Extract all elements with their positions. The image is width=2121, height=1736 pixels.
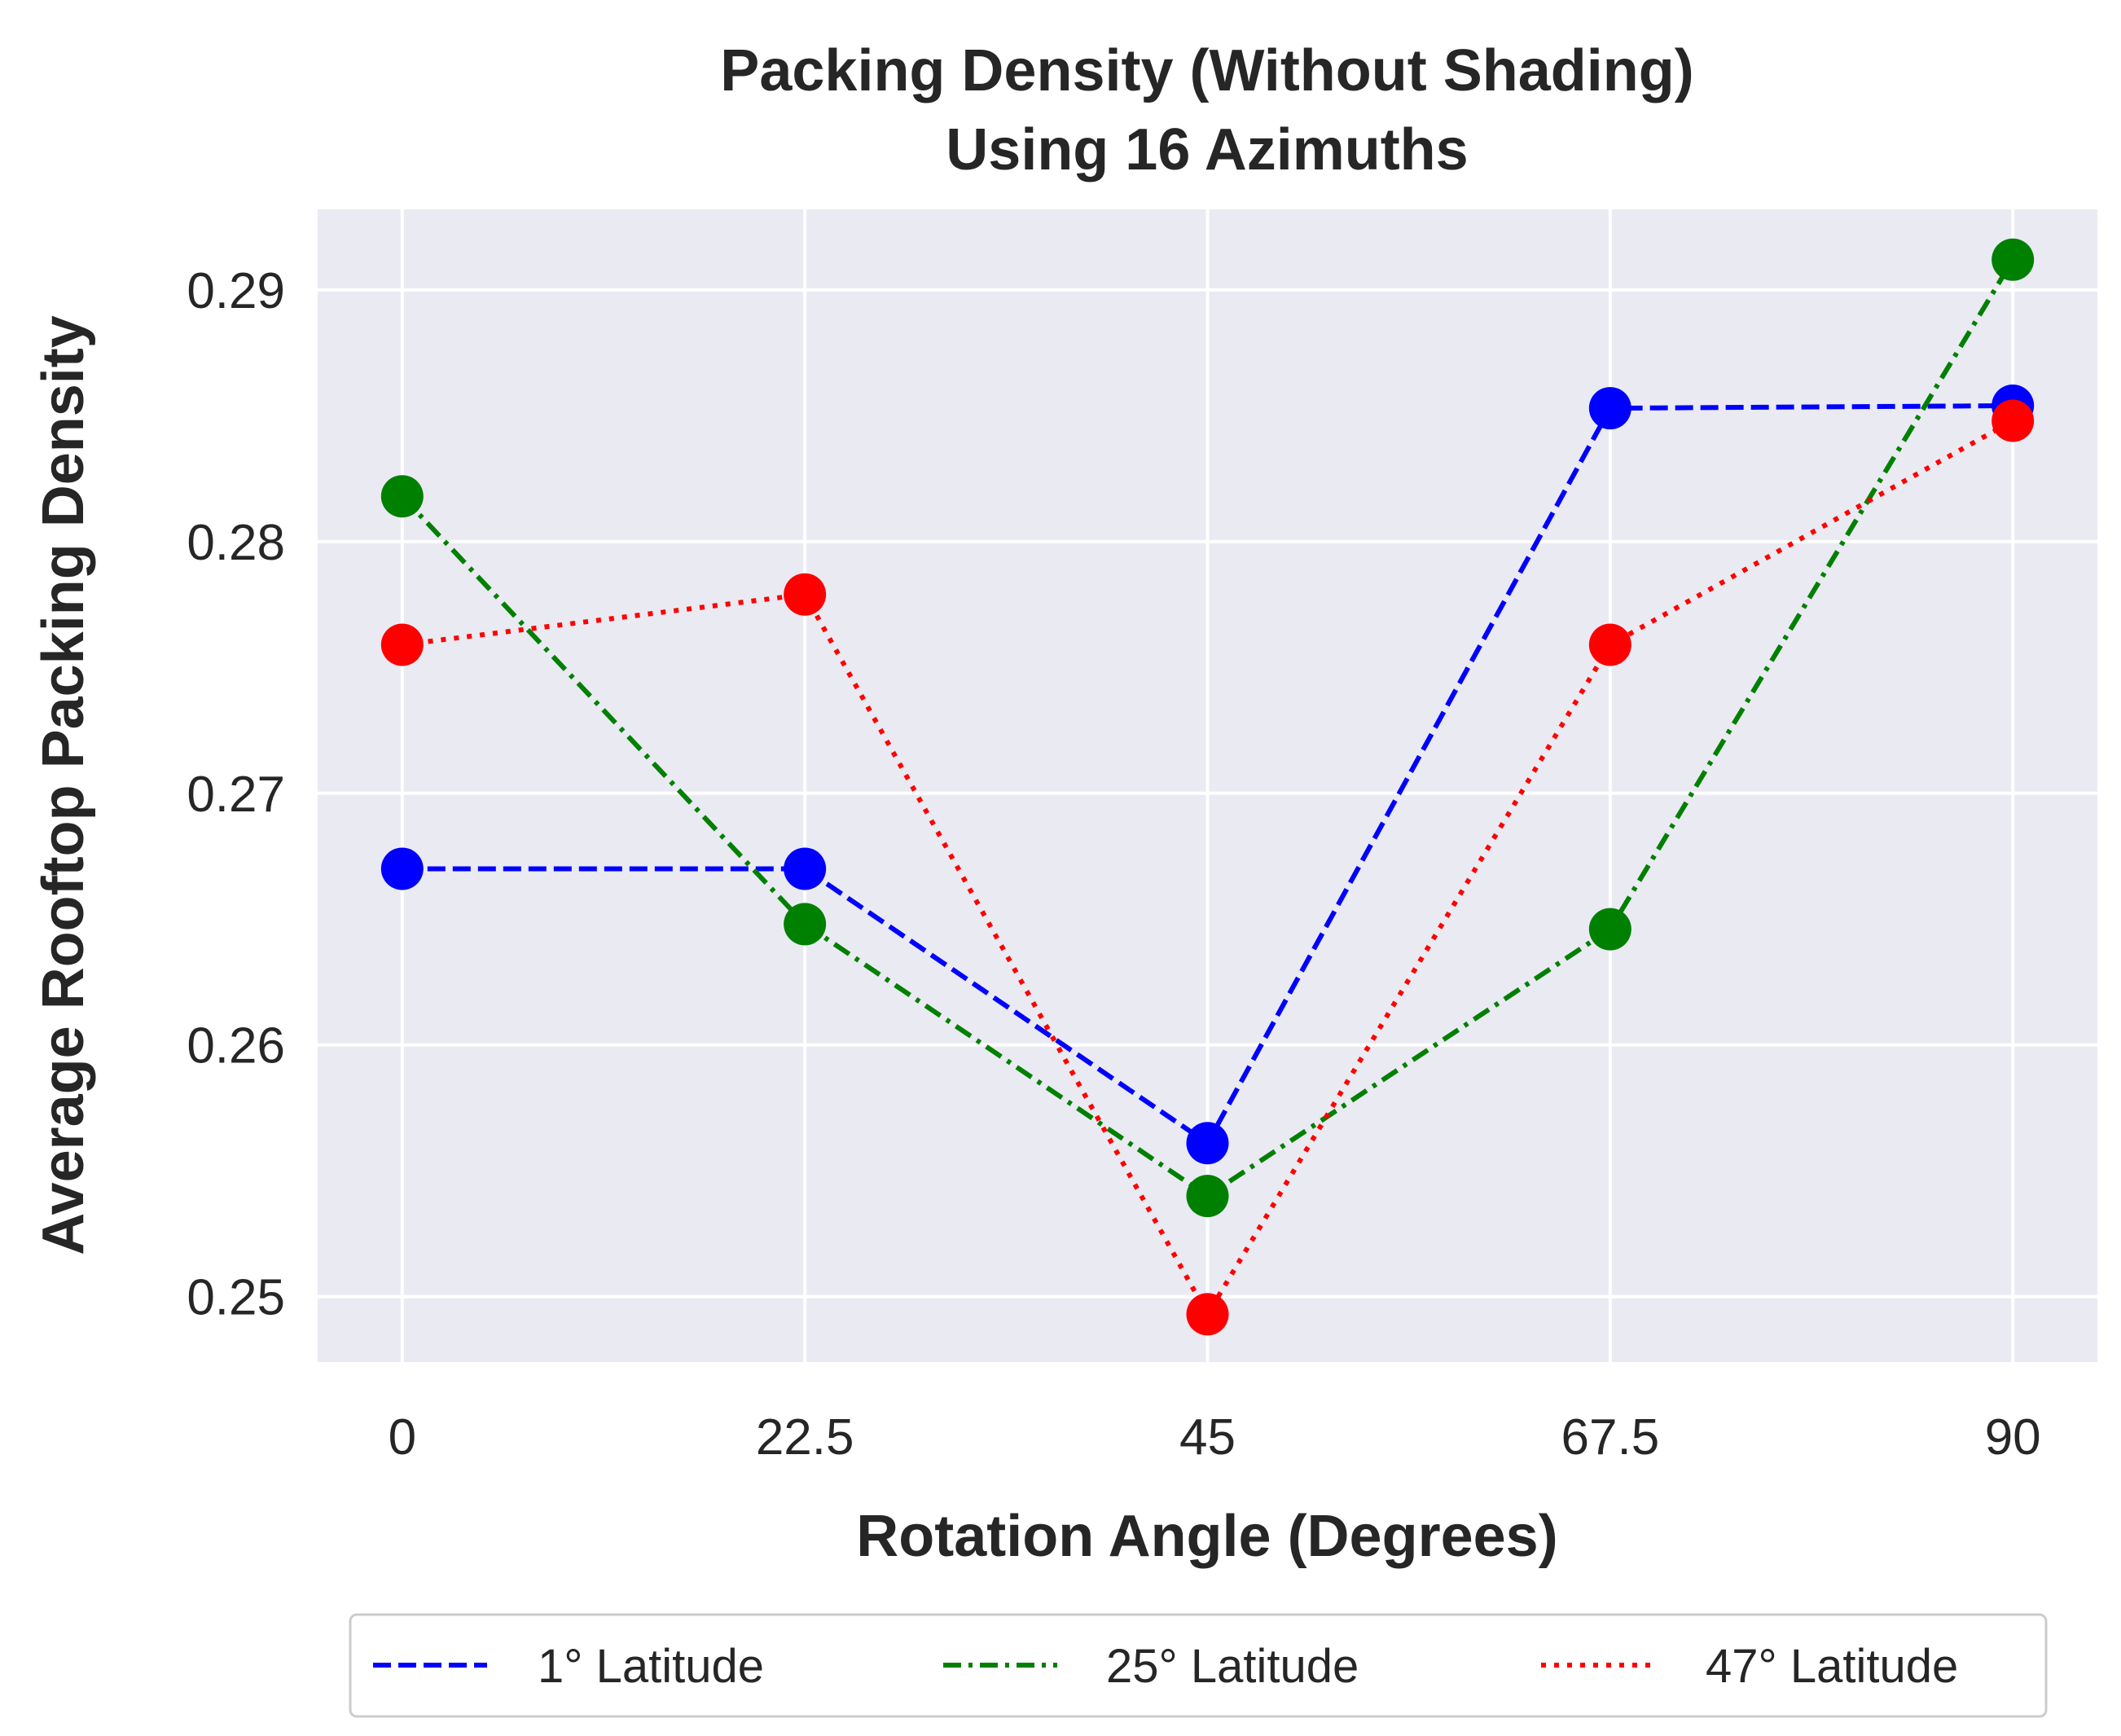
y-tick-label-0-29: 0.29 bbox=[187, 263, 285, 319]
x-axis-label: Rotation Angle (Degrees) bbox=[856, 1504, 1557, 1569]
data-point-25-latitude-45 bbox=[1186, 1175, 1229, 1218]
data-point-25-latitude-90 bbox=[1991, 238, 2035, 281]
legend-label-1deg: 1° Latitude bbox=[538, 1640, 764, 1693]
data-point-25-latitude-67-5 bbox=[1588, 908, 1631, 951]
data-point-1-latitude-22-5 bbox=[784, 847, 827, 890]
legend: 1° Latitude 25° Latitude 47° Latitude bbox=[349, 1613, 2048, 1718]
x-tick-label-67-5: 67.5 bbox=[1561, 1409, 1660, 1466]
y-tick-label-0-27: 0.27 bbox=[187, 767, 285, 823]
data-point-47-latitude-0 bbox=[380, 623, 424, 666]
x-tick-label-0: 0 bbox=[389, 1409, 416, 1466]
data-point-1-latitude-67-5 bbox=[1588, 387, 1631, 430]
legend-box bbox=[349, 1613, 2048, 1718]
tick-labels: 0 22.5 45 67.5 90 0.25 0.26 0.27 0.28 0.29 bbox=[187, 263, 2040, 1466]
data-point-47-latitude-45 bbox=[1186, 1293, 1229, 1336]
data-point-25-latitude-0 bbox=[380, 475, 424, 518]
y-tick-label-0-25: 0.25 bbox=[187, 1270, 285, 1326]
data-point-47-latitude-90 bbox=[1991, 399, 2035, 442]
series-47-latitude bbox=[380, 399, 2035, 1336]
y-tick-label-0-28: 0.28 bbox=[187, 515, 285, 571]
series-line-47-latitude bbox=[402, 418, 2014, 1317]
chart-title-line-1: Packing Density (Without Shading) bbox=[720, 38, 1693, 103]
data-point-1-latitude-45 bbox=[1186, 1122, 1229, 1165]
series-layer bbox=[380, 238, 2035, 1336]
legend-label-47deg: 47° Latitude bbox=[1706, 1640, 1958, 1693]
chart-title-line-2: Using 16 Azimuths bbox=[946, 117, 1468, 182]
data-point-25-latitude-22-5 bbox=[784, 903, 827, 946]
x-tick-label-90: 90 bbox=[1985, 1409, 2041, 1466]
series-25-latitude bbox=[380, 238, 2035, 1218]
y-tick-label-0-26: 0.26 bbox=[187, 1018, 285, 1075]
x-tick-label-45: 45 bbox=[1179, 1409, 1236, 1466]
data-point-47-latitude-22-5 bbox=[784, 573, 827, 616]
data-point-1-latitude-0 bbox=[380, 847, 424, 890]
x-tick-label-22-5: 22.5 bbox=[756, 1409, 854, 1466]
legend-label-25deg: 25° Latitude bbox=[1106, 1640, 1359, 1693]
y-axis-label: Average Rooftop Packing Density bbox=[31, 315, 96, 1255]
data-point-47-latitude-67-5 bbox=[1588, 623, 1631, 666]
